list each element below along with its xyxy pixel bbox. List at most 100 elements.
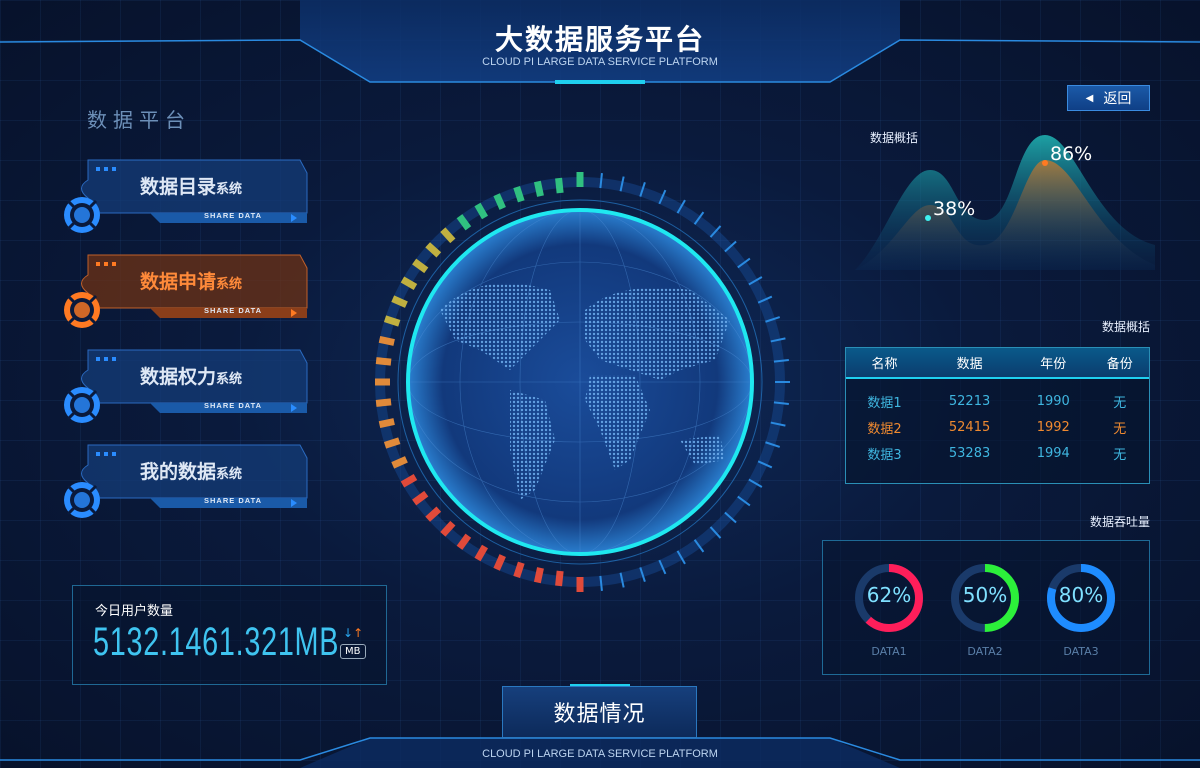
user-count-panel: 今日用户数量 5132.1461.321MB ↓↑ MB — [72, 585, 387, 685]
globe-tick — [378, 335, 395, 346]
globe-tick — [412, 490, 429, 506]
label-38: 38% — [933, 198, 975, 220]
donut-value: 62% — [866, 583, 912, 607]
table-cell: 1994 — [1036, 445, 1070, 461]
globe-tick — [391, 456, 408, 469]
table-cell: 1992 — [1036, 419, 1070, 435]
globe-tick — [375, 357, 392, 366]
sidebar-item-0[interactable]: 数据目录系统 SHARE DATA — [88, 158, 308, 223]
sidebar-item-label: 数据权力 — [140, 366, 217, 388]
donut-arc — [1047, 564, 1115, 632]
menu-card-frame — [81, 444, 308, 508]
throughput-panel: 62% DATA1 50% DATA2 80% DATA3 — [822, 540, 1150, 675]
donut-label: DATA2 — [967, 645, 1003, 658]
globe-tick — [599, 575, 603, 591]
table-cell: 无 — [1113, 421, 1127, 437]
table-cell: 数据3 — [867, 447, 902, 463]
column-header: 数据 — [923, 348, 1017, 379]
globe-tick — [474, 202, 489, 220]
table-row[interactable]: 数据2 52415 1992 无 — [846, 414, 1149, 440]
back-button[interactable]: ◀ 返回 — [1067, 85, 1150, 111]
globe-tick — [693, 211, 705, 225]
globe-tick — [555, 570, 564, 587]
donut-label: DATA3 — [1063, 645, 1099, 658]
sidebar-item-suffix: 系统 — [216, 277, 243, 292]
globe-tick — [757, 460, 773, 469]
share-data-tag: SHARE DATA — [204, 401, 263, 410]
donut-arc — [951, 564, 1019, 632]
globe-tick — [493, 193, 506, 210]
triangle-left-icon: ◀ — [1085, 92, 1094, 104]
overview-chart-title: 数据概括 — [870, 131, 919, 145]
menu-card-frame — [81, 159, 308, 223]
area-series-2 — [855, 160, 1155, 270]
globe-tick — [737, 257, 751, 269]
menu-card-frame — [81, 349, 308, 413]
table-cell: 数据1 — [867, 395, 902, 411]
tab-data-status[interactable]: 数据情况 — [502, 686, 697, 738]
globe-tick — [533, 567, 544, 584]
globe-tick — [737, 495, 751, 507]
globe-tick — [493, 554, 506, 571]
globe-tick — [378, 418, 395, 429]
globe-tick — [513, 561, 525, 579]
table-cell: 无 — [1113, 395, 1127, 411]
globe-tick — [773, 359, 789, 363]
globe-tick — [639, 181, 646, 197]
world-map — [440, 283, 730, 500]
menu-card-frame — [81, 254, 308, 318]
column-header: 年份 — [1016, 348, 1091, 379]
globe-tick — [383, 437, 401, 449]
globe-tick — [693, 539, 705, 553]
label-86: 86% — [1050, 143, 1092, 165]
globe-tick — [619, 572, 625, 588]
globe-tick — [773, 401, 789, 405]
globe-tick — [770, 337, 786, 343]
target-circle-icon — [64, 387, 100, 423]
globe-tick — [533, 180, 544, 197]
globe-tick — [375, 398, 392, 407]
globe-tick — [555, 177, 564, 194]
table-cell: 53283 — [948, 445, 991, 461]
share-data-tag: SHARE DATA — [204, 306, 263, 315]
sidebar-item-label: 数据目录 — [140, 176, 217, 198]
table-row[interactable]: 数据1 52213 1990 无 — [846, 388, 1149, 414]
globe-tick — [658, 559, 667, 575]
sidebar-item-2[interactable]: 数据权力系统 SHARE DATA — [88, 348, 308, 413]
globe-tick — [724, 511, 737, 524]
sidebar-item-3[interactable]: 我的数据系统 SHARE DATA — [88, 443, 308, 508]
column-header: 名称 — [846, 348, 924, 379]
globe — [375, 172, 790, 592]
globe-tick — [440, 520, 456, 537]
donut-label: DATA1 — [871, 645, 907, 658]
sidebar-item-suffix: 系统 — [216, 372, 243, 387]
page-title: 大数据服务平台 — [494, 23, 705, 56]
globe-tick — [748, 478, 763, 488]
globe-tick — [770, 421, 786, 427]
sidebar-item-1[interactable]: 数据申请系统 SHARE DATA — [88, 253, 308, 318]
sidebar-item-suffix: 系统 — [216, 467, 243, 482]
target-circle-icon — [64, 197, 100, 233]
globe-tick — [709, 526, 722, 539]
donut-value: 50% — [962, 583, 1008, 607]
table-cell: 52415 — [948, 419, 991, 435]
globe-tick — [513, 185, 525, 203]
data-table: 名称 数据 年份 备份 数据1 52213 1990 无数据2 52415 1992 无数据3 53… — [845, 347, 1150, 484]
globe-tick — [658, 189, 667, 205]
user-count-title: 今日用户数量 — [95, 604, 174, 619]
table-cell: 数据2 — [867, 421, 902, 437]
table-title: 数据概括 — [1101, 320, 1150, 334]
donut-value: 80% — [1058, 583, 1104, 607]
globe-tick — [765, 441, 781, 448]
user-count-value: 5132.1461.321MB — [93, 620, 340, 664]
unit-badge: MB — [340, 644, 366, 659]
target-circle-icon — [64, 482, 100, 518]
table-row[interactable]: 数据3 53283 1994 无 — [846, 440, 1149, 466]
globe-tick — [456, 533, 472, 550]
donut-data2 — [951, 564, 1019, 632]
table-cell: 1990 — [1036, 393, 1070, 409]
table-cell: 52213 — [948, 393, 991, 409]
sidebar-title: 数据平台 — [87, 108, 191, 132]
share-data-tag: SHARE DATA — [204, 211, 263, 220]
